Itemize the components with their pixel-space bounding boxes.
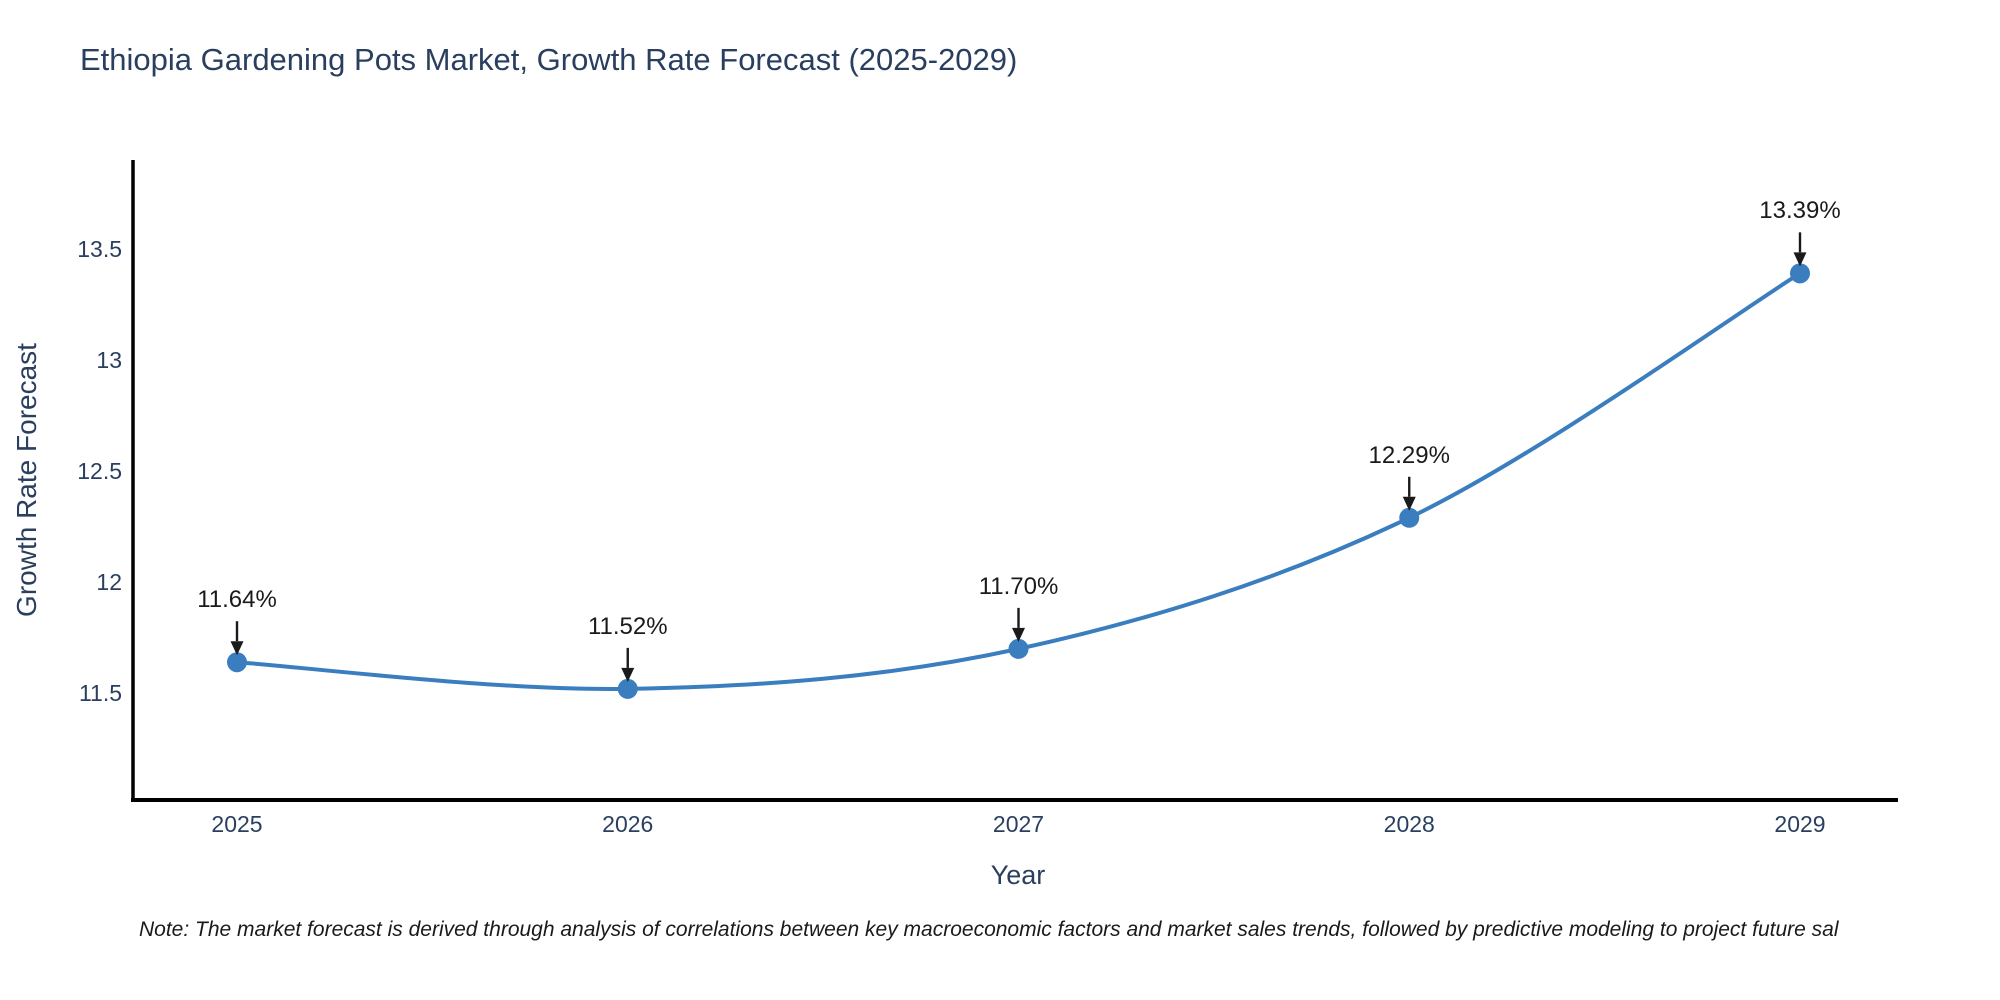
x-tick-label: 2029 (1774, 811, 1826, 837)
annotation-arrowhead (230, 641, 244, 656)
x-tick-label: 2026 (602, 811, 654, 837)
annotation-arrowhead (621, 667, 635, 682)
x-axis-title: Year (990, 860, 1046, 890)
point-annotation: 11.70% (978, 572, 1059, 600)
data-point-marker (1790, 263, 1810, 284)
y-tick-label: 13 (96, 347, 122, 373)
y-tick-label: 12 (96, 569, 122, 596)
annotation-arrowhead (1793, 252, 1807, 267)
point-annotation: 11.52% (587, 612, 668, 640)
point-annotation: 13.39% (1759, 197, 1841, 225)
data-point-marker (1008, 638, 1029, 659)
y-axis-title: Growth Rate Forecast (11, 343, 42, 617)
chart-title: Ethiopia Gardening Pots Market, Growth R… (80, 42, 1018, 77)
data-point-marker (227, 652, 247, 673)
y-tick-label: 13.5 (77, 235, 122, 262)
annotation-arrowhead (1402, 496, 1416, 511)
data-point-marker (617, 678, 638, 699)
x-tick-label: 2025 (211, 811, 263, 837)
y-tick-label: 11.5 (78, 680, 122, 707)
x-tick-label: 2028 (1383, 811, 1435, 837)
point-annotation: 11.64% (197, 586, 277, 614)
x-tick-label: 2027 (992, 811, 1045, 837)
annotation-arrowhead (1012, 627, 1025, 642)
footnote: Note: The market forecast is derived thr… (139, 918, 1839, 941)
data-point-marker (1399, 507, 1420, 528)
y-tick-label: 12.5 (77, 458, 122, 485)
point-annotation: 12.29% (1368, 441, 1450, 469)
